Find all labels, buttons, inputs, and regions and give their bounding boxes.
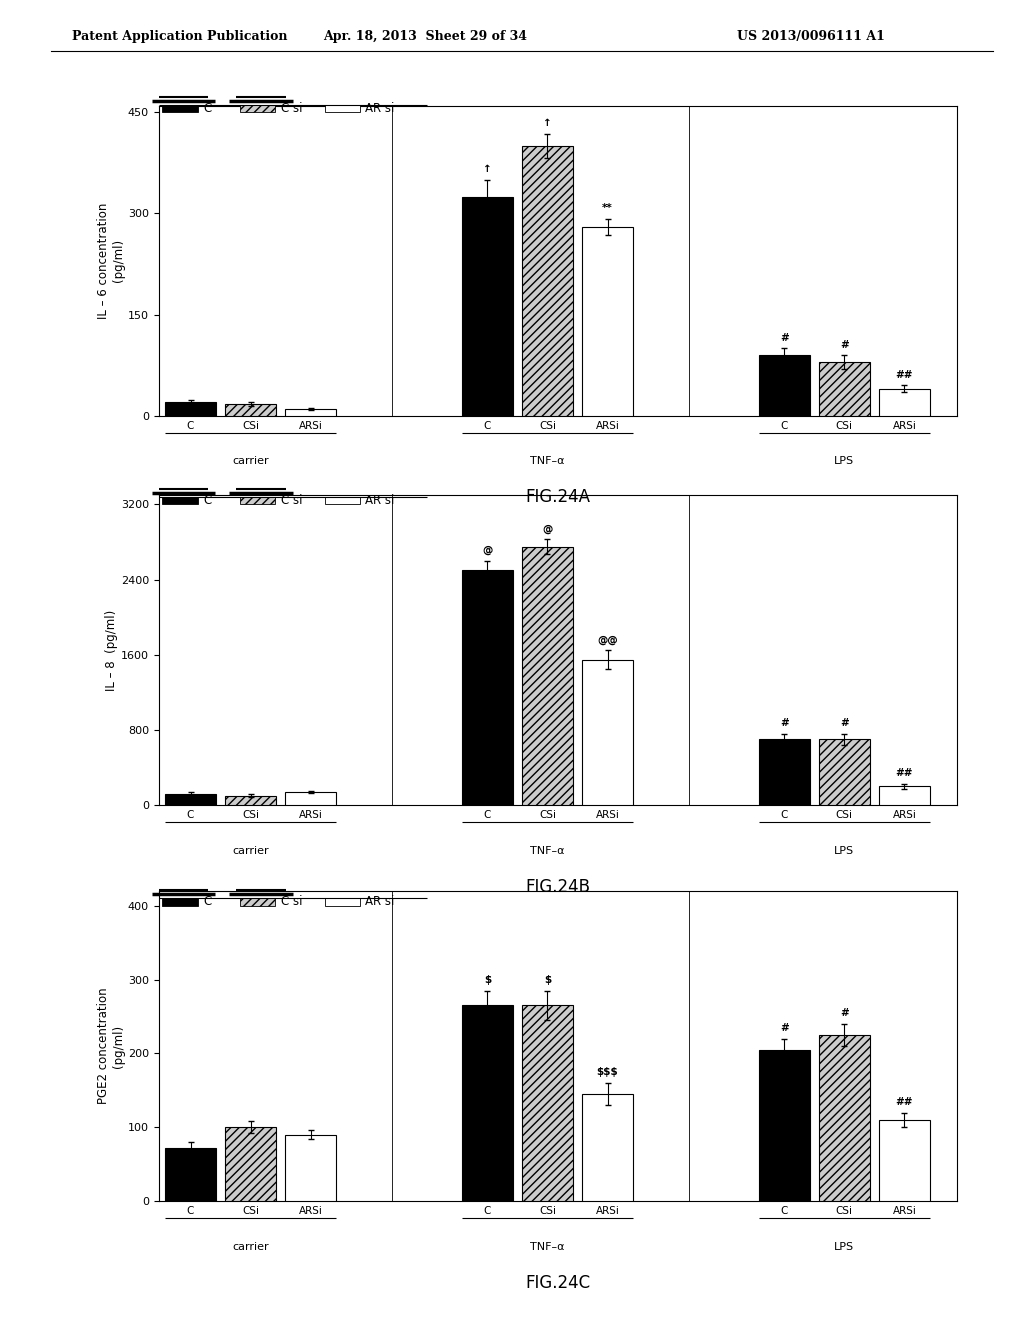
Bar: [879, 787, 930, 805]
Bar: [522, 546, 572, 805]
Text: @@: @@: [597, 635, 617, 644]
Bar: [240, 496, 275, 504]
Text: LPS: LPS: [835, 846, 854, 855]
Text: #: #: [780, 1023, 788, 1034]
Text: carrier: carrier: [232, 1242, 269, 1251]
Text: @: @: [543, 524, 553, 533]
Text: C: C: [203, 494, 211, 507]
Bar: [165, 403, 216, 416]
Bar: [325, 898, 360, 906]
Bar: [240, 104, 275, 112]
Bar: [286, 409, 336, 416]
Bar: [819, 739, 869, 805]
Text: ##: ##: [896, 1097, 913, 1107]
Text: TNF–α: TNF–α: [530, 846, 564, 855]
Text: TNF–α: TNF–α: [530, 457, 564, 466]
Text: #: #: [780, 333, 788, 343]
Text: ##: ##: [896, 370, 913, 380]
Text: C si: C si: [281, 895, 302, 908]
Text: #: #: [840, 1008, 849, 1018]
Text: FIG.24C: FIG.24C: [525, 1274, 591, 1292]
Text: $$$: $$$: [597, 1068, 618, 1077]
Bar: [819, 362, 869, 416]
Bar: [225, 404, 276, 416]
Bar: [325, 104, 360, 112]
Text: TNF–α: TNF–α: [530, 1242, 564, 1251]
Bar: [462, 1006, 513, 1201]
Bar: [286, 792, 336, 805]
Bar: [582, 227, 633, 416]
Text: ↑: ↑: [543, 119, 552, 128]
Text: US 2013/0096111 A1: US 2013/0096111 A1: [737, 30, 885, 44]
Text: LPS: LPS: [835, 1242, 854, 1251]
Text: $: $: [483, 975, 492, 985]
Bar: [162, 496, 198, 504]
Text: C si: C si: [281, 102, 302, 115]
Text: C si: C si: [281, 494, 302, 507]
Text: ↑: ↑: [483, 164, 492, 174]
Text: carrier: carrier: [232, 846, 269, 855]
Y-axis label: PGE2 concentration
(pg/ml): PGE2 concentration (pg/ml): [97, 987, 125, 1105]
Bar: [759, 739, 810, 805]
Bar: [462, 197, 513, 416]
Text: Patent Application Publication: Patent Application Publication: [72, 30, 287, 44]
Text: @: @: [482, 545, 493, 556]
Bar: [582, 660, 633, 805]
Bar: [759, 1049, 810, 1201]
Text: C: C: [203, 895, 211, 908]
Bar: [522, 147, 572, 416]
Text: #: #: [840, 339, 849, 350]
Bar: [240, 898, 275, 906]
Bar: [759, 355, 810, 416]
Text: carrier: carrier: [232, 457, 269, 466]
Bar: [165, 793, 216, 805]
Bar: [819, 1035, 869, 1201]
Text: C: C: [203, 102, 211, 115]
Bar: [286, 1135, 336, 1201]
Text: #: #: [780, 718, 788, 729]
Bar: [162, 104, 198, 112]
Text: Apr. 18, 2013  Sheet 29 of 34: Apr. 18, 2013 Sheet 29 of 34: [323, 30, 527, 44]
Bar: [225, 796, 276, 805]
Bar: [225, 1127, 276, 1201]
Y-axis label: IL – 6 concentration
(pg/ml): IL – 6 concentration (pg/ml): [97, 202, 125, 319]
Bar: [879, 1119, 930, 1201]
Text: $: $: [544, 975, 551, 985]
Bar: [162, 898, 198, 906]
Bar: [165, 1148, 216, 1201]
Text: FIG.24A: FIG.24A: [525, 488, 591, 507]
Y-axis label: IL – 8  (pg/ml): IL – 8 (pg/ml): [105, 610, 118, 690]
Text: FIG.24B: FIG.24B: [525, 878, 591, 896]
Text: ##: ##: [896, 768, 913, 777]
Bar: [582, 1094, 633, 1201]
Bar: [522, 1006, 572, 1201]
Text: AR si: AR si: [366, 895, 395, 908]
Text: #: #: [840, 718, 849, 729]
Text: AR si: AR si: [366, 494, 395, 507]
Text: LPS: LPS: [835, 457, 854, 466]
Text: AR si: AR si: [366, 102, 395, 115]
Bar: [879, 389, 930, 416]
Text: **: **: [602, 203, 613, 214]
Bar: [462, 570, 513, 805]
Bar: [325, 496, 360, 504]
